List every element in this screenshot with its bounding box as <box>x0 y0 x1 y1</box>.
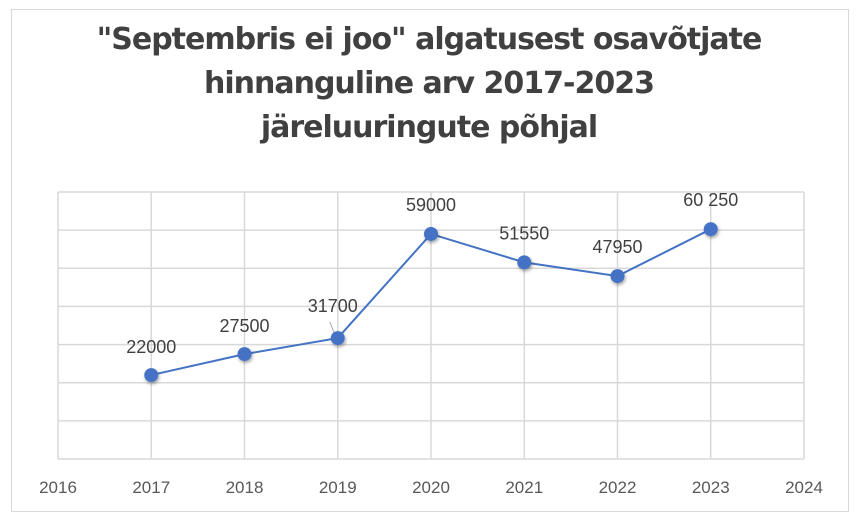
data-point-marker <box>424 226 438 241</box>
x-tick-label: 2024 <box>785 478 823 497</box>
x-tick-label: 2016 <box>39 478 77 497</box>
data-point-marker <box>237 347 252 362</box>
leader-line <box>329 321 336 335</box>
x-tick-label: 2023 <box>692 478 730 497</box>
chart-title-line-3: järeluuringute põhjal <box>260 110 598 145</box>
data-label: 60 250 <box>683 190 738 210</box>
x-tick-label: 2018 <box>226 478 264 497</box>
chart-title-line-2: hinnanguline arv 2017-2023 <box>204 66 655 101</box>
data-markers <box>144 222 718 383</box>
data-point-marker <box>703 222 718 237</box>
chart-title: "Septembris ei joo" algatusest osavõtjat… <box>0 18 858 150</box>
x-tick-label: 2019 <box>319 478 357 497</box>
data-label: 47950 <box>592 237 642 257</box>
label-leader-line <box>329 321 336 335</box>
chart-title-line-1: "Septembris ei joo" algatusest osavõtjat… <box>96 22 763 57</box>
data-label: 59000 <box>406 195 456 215</box>
x-tick-label: 2020 <box>412 478 450 497</box>
data-point-marker <box>610 269 625 284</box>
x-tick-label: 2021 <box>505 478 543 497</box>
data-point-marker <box>330 331 345 346</box>
x-tick-label: 2017 <box>132 478 170 497</box>
data-point-marker <box>517 255 532 270</box>
data-label: 27500 <box>219 316 269 336</box>
data-label: 22000 <box>126 337 176 357</box>
gridlines <box>57 191 805 460</box>
x-tick-label: 2022 <box>599 478 637 497</box>
data-point-marker <box>144 368 159 383</box>
data-label: 31700 <box>308 296 358 316</box>
data-label: 51550 <box>499 223 549 243</box>
data-labels: 22000 27500 31700 59000 51550 47950 60 250 <box>126 190 738 357</box>
x-axis-ticks: 2016 2017 2018 2019 2020 2021 2022 2023 2024 <box>39 478 823 497</box>
